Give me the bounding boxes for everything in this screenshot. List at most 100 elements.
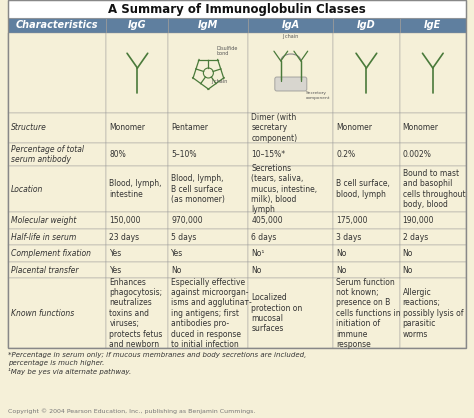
Bar: [333, 33, 400, 113]
Text: Enhances
phagocytosis;
neutralizes
toxins and
viruses;
protects fetus
and newbor: Enhances phagocytosis; neutralizes toxin…: [109, 278, 163, 349]
Text: IgA: IgA: [282, 20, 300, 31]
Bar: [8, 262, 107, 278]
Bar: [107, 262, 168, 278]
Text: Half-life in serum: Half-life in serum: [11, 233, 76, 242]
Text: No: No: [402, 249, 413, 258]
Text: Placental transfer: Placental transfer: [11, 266, 79, 275]
Bar: [248, 229, 333, 245]
Text: Disulfide
bond: Disulfide bond: [216, 46, 238, 56]
Bar: [333, 166, 400, 212]
FancyBboxPatch shape: [275, 77, 307, 91]
Text: 175,000: 175,000: [336, 216, 368, 225]
Text: Monomer: Monomer: [402, 123, 438, 133]
Bar: [400, 229, 466, 245]
Text: 0.2%: 0.2%: [336, 150, 356, 159]
Text: Pentamer: Pentamer: [171, 123, 208, 133]
Text: IgM: IgM: [198, 20, 219, 31]
Text: Yes: Yes: [109, 249, 122, 258]
Bar: [168, 143, 248, 166]
Bar: [248, 212, 333, 229]
Bar: [8, 18, 107, 33]
Bar: [107, 18, 168, 33]
Text: Bound to mast
and basophil
cells throughout
body, blood: Bound to mast and basophil cells through…: [402, 169, 465, 209]
Bar: [333, 212, 400, 229]
Text: IgG: IgG: [128, 20, 146, 31]
Bar: [400, 262, 466, 278]
Bar: [168, 166, 248, 212]
Bar: [168, 18, 248, 33]
Text: Serum function
not known;
presence on B
cells functions in
initiation of
immune
: Serum function not known; presence on B …: [336, 278, 401, 349]
Bar: [168, 245, 248, 262]
Bar: [168, 229, 248, 245]
Text: J chain: J chain: [283, 34, 299, 39]
Bar: [107, 212, 168, 229]
Text: IgE: IgE: [424, 20, 441, 31]
Bar: [168, 33, 248, 113]
Text: ¹May be yes via alternate pathway.: ¹May be yes via alternate pathway.: [8, 368, 131, 375]
Bar: [400, 18, 466, 33]
Text: Yes: Yes: [109, 266, 122, 275]
Text: Location: Location: [11, 185, 44, 194]
Bar: [8, 33, 107, 113]
Text: Dimer (with
secretary
component): Dimer (with secretary component): [251, 113, 298, 143]
Text: Complement fixation: Complement fixation: [11, 249, 91, 258]
Text: Known functions: Known functions: [11, 309, 74, 318]
Bar: [333, 245, 400, 262]
Text: Characteristics: Characteristics: [16, 20, 99, 31]
Text: Secretory
component: Secretory component: [306, 91, 330, 99]
Bar: [8, 143, 107, 166]
Bar: [333, 262, 400, 278]
Text: percentage is much higher.: percentage is much higher.: [8, 360, 104, 366]
Text: 150,000: 150,000: [109, 216, 141, 225]
Bar: [8, 113, 107, 143]
Bar: [333, 143, 400, 166]
Bar: [168, 262, 248, 278]
Bar: [333, 229, 400, 245]
Bar: [8, 0, 466, 348]
Text: 6 days: 6 days: [251, 233, 277, 242]
Text: Yes: Yes: [171, 249, 183, 258]
Text: No¹: No¹: [251, 249, 265, 258]
Text: Blood, lymph,
B cell surface
(as monomer): Blood, lymph, B cell surface (as monomer…: [171, 174, 225, 204]
Text: 23 days: 23 days: [109, 233, 140, 242]
Text: 190,000: 190,000: [402, 216, 434, 225]
Bar: [248, 262, 333, 278]
Bar: [400, 143, 466, 166]
Text: 80%: 80%: [109, 150, 126, 159]
Bar: [248, 113, 333, 143]
Text: 970,000: 970,000: [171, 216, 203, 225]
Bar: [107, 33, 168, 113]
Text: No: No: [336, 266, 346, 275]
Bar: [8, 229, 107, 245]
Bar: [107, 143, 168, 166]
Text: Especially effective
against microorgan-
isms and agglutinат-
ing antigens; firs: Especially effective against microorgan-…: [171, 278, 252, 349]
Bar: [168, 278, 248, 348]
Text: 3 days: 3 days: [336, 233, 362, 242]
Text: No: No: [251, 266, 262, 275]
Bar: [168, 113, 248, 143]
Text: 5–10%: 5–10%: [171, 150, 197, 159]
Bar: [107, 166, 168, 212]
Bar: [400, 33, 466, 113]
Text: Allergic
reactions;
possibly lysis of
parasitic
worms: Allergic reactions; possibly lysis of pa…: [402, 288, 463, 339]
Text: 10–15%*: 10–15%*: [251, 150, 285, 159]
Text: Structure: Structure: [11, 123, 47, 133]
Bar: [400, 166, 466, 212]
Text: Secretions
(tears, saliva,
mucus, intestine,
milk), blood
lymph: Secretions (tears, saliva, mucus, intest…: [251, 164, 318, 214]
Bar: [107, 278, 168, 348]
Text: No: No: [402, 266, 413, 275]
Bar: [107, 245, 168, 262]
Bar: [400, 278, 466, 348]
Bar: [8, 245, 107, 262]
Text: Localized
protection on
mucosal
surfaces: Localized protection on mucosal surfaces: [251, 293, 303, 333]
Bar: [333, 18, 400, 33]
Bar: [248, 245, 333, 262]
Bar: [8, 0, 466, 18]
Text: *Percentage in serum only; if mucous membranes and body secretions are included,: *Percentage in serum only; if mucous mem…: [8, 352, 306, 358]
Bar: [400, 245, 466, 262]
Bar: [248, 33, 333, 113]
Text: Percentage of total
serum antibody: Percentage of total serum antibody: [11, 145, 84, 164]
Bar: [248, 278, 333, 348]
Text: Molecular weight: Molecular weight: [11, 216, 76, 225]
Text: J chain: J chain: [211, 79, 228, 84]
